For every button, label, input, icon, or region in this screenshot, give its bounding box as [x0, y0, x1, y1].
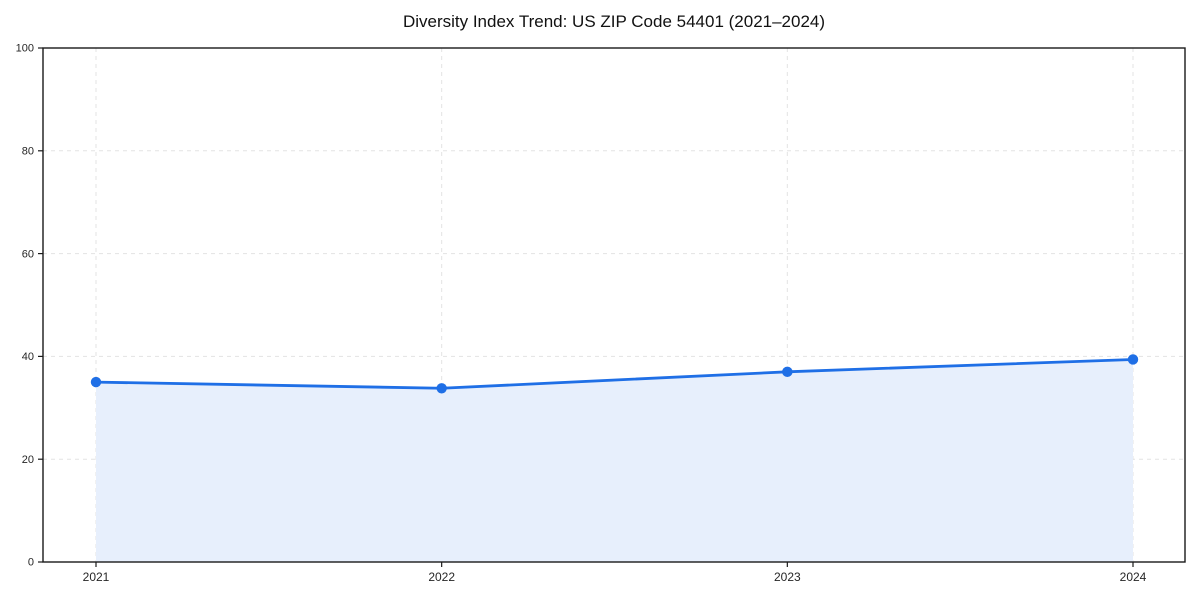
y-tick-label: 80 — [22, 146, 34, 158]
data-point-marker — [1127, 354, 1139, 365]
x-tick-label: 2021 — [83, 570, 110, 584]
data-point-marker — [436, 383, 447, 394]
y-tick-label: 60 — [22, 248, 34, 260]
trend-line — [94, 358, 1135, 390]
data-point-marker — [782, 366, 793, 378]
y-tick-label: 40 — [22, 351, 34, 363]
x-tick-label: 2022 — [428, 570, 455, 584]
x-tick-label: 2024 — [1120, 570, 1147, 584]
y-tick-label: 20 — [22, 454, 34, 466]
y-tick-label: 0 — [28, 557, 34, 569]
y-tick-label: 100 — [16, 43, 34, 55]
area-fill — [96, 359, 1133, 562]
x-tick-label: 2023 — [774, 570, 801, 584]
plot-border — [42, 47, 1186, 563]
data-point-marker — [90, 376, 102, 388]
chart-title: Diversity Index Trend: US ZIP Code 54401… — [402, 12, 826, 31]
